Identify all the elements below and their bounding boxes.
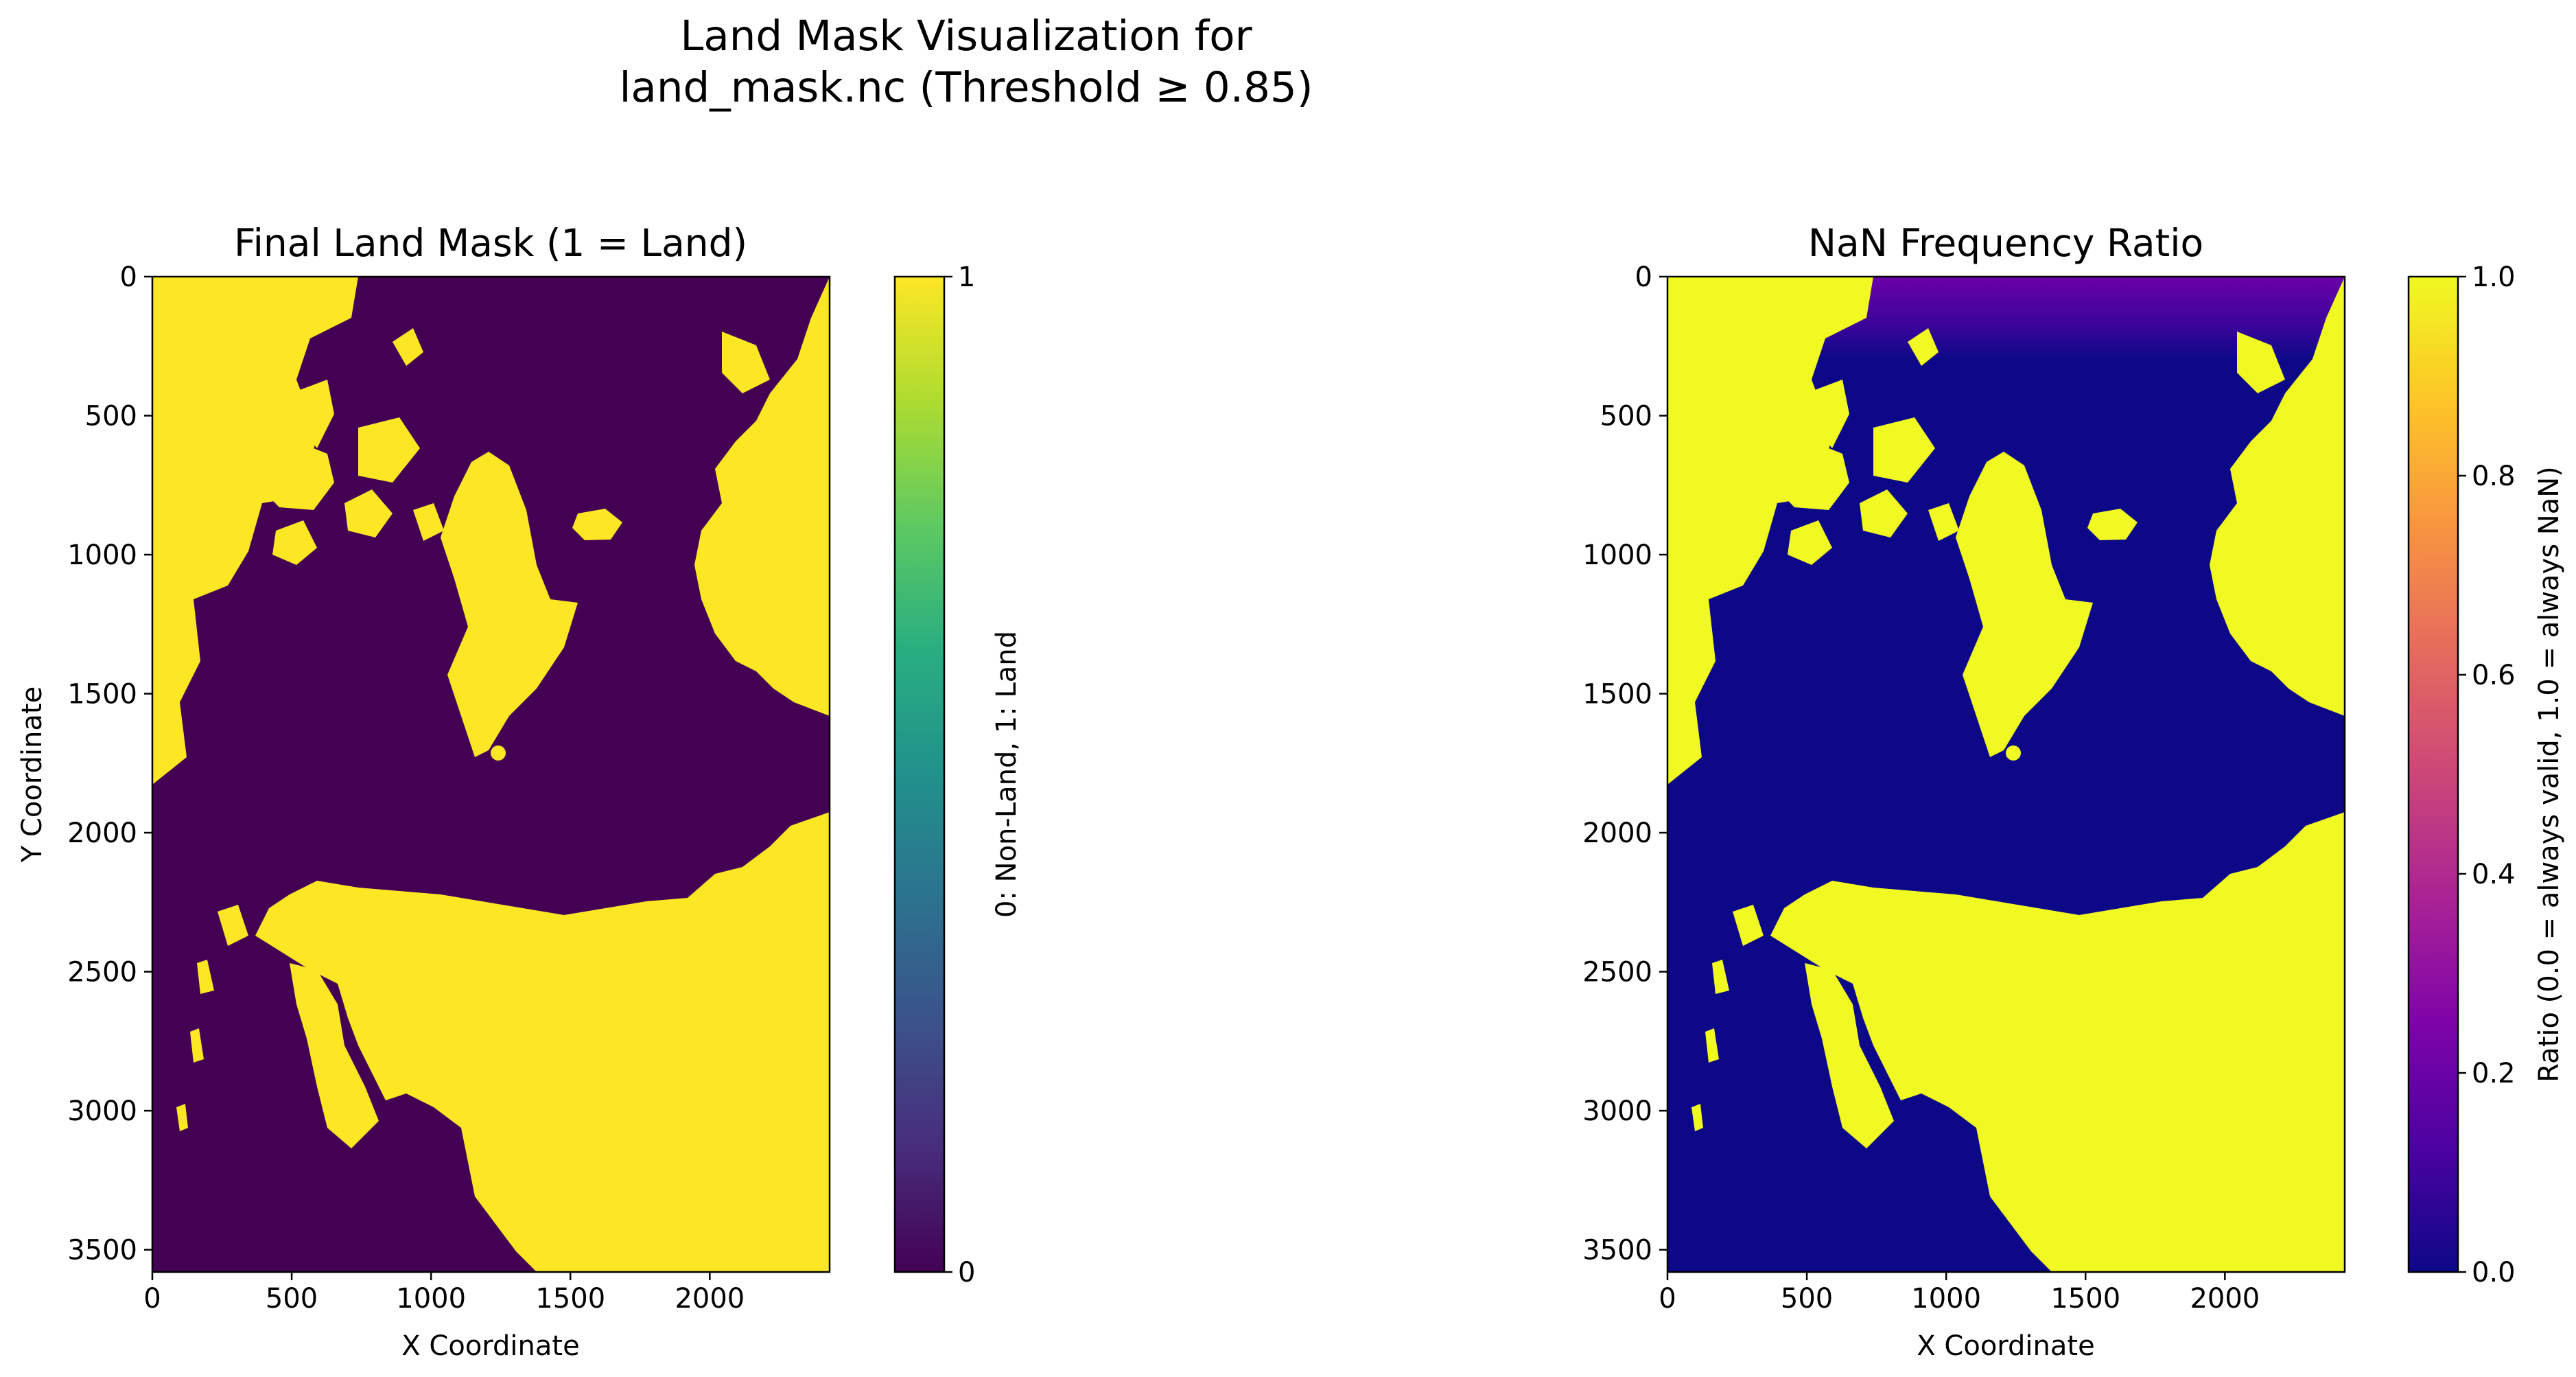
plot-frame	[151, 275, 831, 1273]
colorbar-tick-label: 0.0	[2472, 1257, 2516, 1288]
plot-frame	[1666, 275, 2346, 1273]
y-tick-label: 1500	[1582, 679, 1652, 710]
x-tick-label: 500	[1781, 1283, 1833, 1315]
axes-land-mask: 0 500 1000 1500 2000 0 500 1000 1500 2000 2500 3000…	[67, 262, 745, 1315]
colorbar-tick-label: 1.0	[2472, 262, 2516, 293]
y-tick-label: 2000	[67, 818, 137, 849]
colorbar-tick-label: 0	[958, 1257, 975, 1288]
x-tick-label: 0	[143, 1283, 161, 1315]
figure-title-line1: Land Mask Visualization for	[680, 12, 1252, 60]
colorbar-label: 0: Non-Land, 1: Land	[991, 631, 1022, 918]
colorbar-tick-label: 0.2	[2472, 1058, 2516, 1089]
panel-nan-ratio: NaN Frequency Ratio 0 500 1000 1500 2000 0 500…	[1582, 221, 2565, 1362]
colorbar-ticks-nan-ratio: 0.0 0.2 0.4 0.6 0.8 1.0	[2458, 262, 2516, 1288]
y-tick-label: 0	[1635, 262, 1652, 293]
panel-land-mask: Final Land Mask (1 = Land) 0 500 1000 1500 2…	[16, 221, 1022, 1362]
heatmap-nan-ratio	[1667, 277, 2345, 1272]
x-tick-label: 1000	[396, 1283, 466, 1315]
y-tick-label: 2500	[67, 957, 137, 988]
x-tick-label: 2000	[675, 1283, 745, 1315]
colorbar-tick-label: 0.4	[2472, 859, 2516, 890]
y-tick-label: 3000	[1582, 1096, 1652, 1127]
x-tick-label: 1500	[535, 1283, 605, 1315]
x-tick-label: 1000	[1911, 1283, 1981, 1315]
x-tick-label: 0	[1659, 1283, 1676, 1315]
x-axis-label: X Coordinate	[401, 1330, 579, 1362]
colorbar-ticks-land-mask: 01	[944, 262, 975, 1288]
heatmap-land-mask	[152, 277, 830, 1272]
y-axis-label: Y Coordinate	[16, 686, 48, 863]
axes-nan-ratio: 0 500 1000 1500 2000 0 500 1000 1500 2000 2500 3000…	[1582, 262, 2260, 1315]
colorbar-tick-label: 0.6	[2472, 660, 2516, 691]
colorbar-viridis	[893, 275, 946, 1273]
y-tick-label: 1000	[1582, 540, 1652, 571]
y-tick-label: 3500	[1582, 1235, 1652, 1266]
x-tick-label: 1500	[2050, 1283, 2120, 1315]
panel-title-nan-ratio: NaN Frequency Ratio	[1808, 221, 2203, 265]
y-tick-label: 500	[1600, 401, 1652, 432]
colorbar-label: Ratio (0.0 = always valid, 1.0 = always …	[2533, 466, 2565, 1082]
figure-title-line2: land_mask.nc (Threshold ≥ 0.85)	[619, 63, 1313, 112]
colorbar-plasma	[2407, 275, 2459, 1273]
x-axis-label: X Coordinate	[1917, 1330, 2094, 1362]
y-tick-label: 0	[120, 262, 137, 293]
y-tick-label: 2000	[1582, 818, 1652, 849]
x-tick-label: 2000	[2190, 1283, 2260, 1315]
y-tick-label: 500	[85, 401, 137, 432]
colorbar-tick-label: 0.8	[2472, 461, 2516, 492]
y-tick-label: 1500	[67, 679, 137, 710]
panel-title-land-mask: Final Land Mask (1 = Land)	[234, 221, 747, 265]
y-tick-label: 3000	[67, 1096, 137, 1127]
y-tick-label: 1000	[67, 540, 137, 571]
y-tick-label: 2500	[1582, 957, 1652, 988]
x-tick-label: 500	[266, 1283, 318, 1315]
y-tick-label: 3500	[67, 1235, 137, 1266]
colorbar-tick-label: 1	[958, 262, 975, 293]
